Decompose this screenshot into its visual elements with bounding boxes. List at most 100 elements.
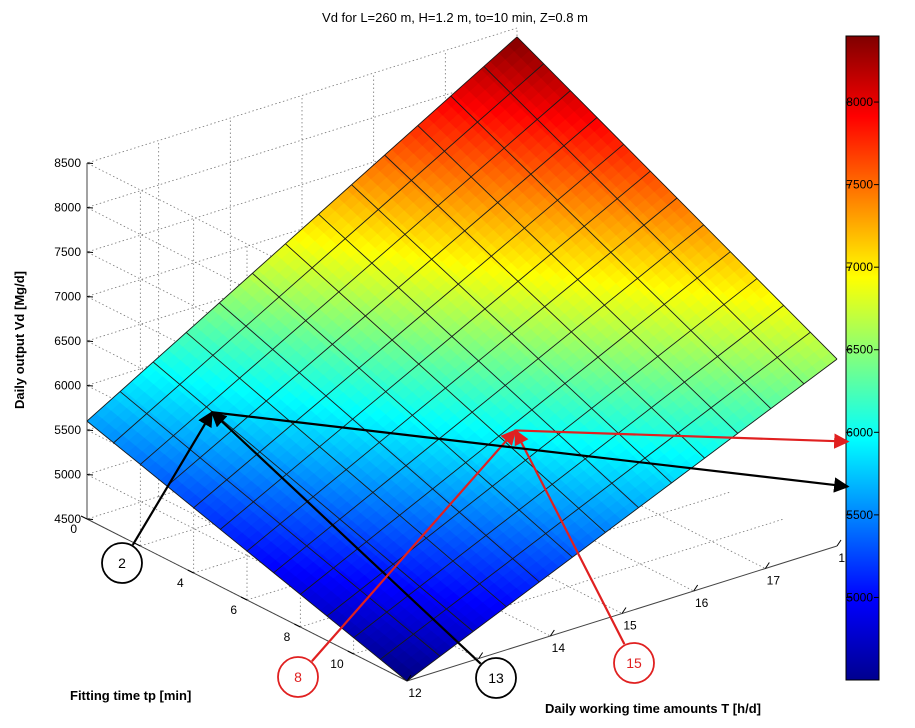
mesh-line <box>380 331 811 660</box>
colorbar-tick-label: 5500 <box>846 508 873 522</box>
mesh-line <box>219 302 540 583</box>
mesh-line <box>417 125 739 434</box>
annotation-arrow <box>131 410 213 546</box>
y-tick-mark <box>549 629 555 637</box>
annotation-arrow <box>211 411 850 493</box>
z-tick-mark <box>86 296 94 298</box>
z-tick-mark <box>86 474 94 476</box>
mesh-line <box>406 358 838 682</box>
mesh-line <box>300 251 731 595</box>
y-tick-label: 12 <box>408 686 422 700</box>
z-axis-label: Daily output Vd [Mg/d] <box>12 271 27 409</box>
x-tick-mark <box>294 623 301 628</box>
annotation-circle <box>475 657 517 699</box>
colorbar-tick-label: 7000 <box>846 260 873 274</box>
annotation-label: 15 <box>626 655 642 671</box>
x-tick-label: 10 <box>330 657 344 671</box>
annotations: 2 13 8 15 <box>101 410 850 699</box>
annotation-label: 8 <box>294 669 302 685</box>
mesh-line <box>119 391 441 657</box>
annotation-label: 2 <box>118 555 126 571</box>
x-axis-label: Fitting time tp [min] <box>70 688 191 703</box>
mesh-line <box>353 305 784 639</box>
colorbar-ticks: 5000 5500 6000 6500 7000 7500 8000 <box>846 95 879 604</box>
y-tick-mark <box>621 607 627 614</box>
annotation-arrow <box>515 429 850 449</box>
colorbar-tick-label: 6000 <box>846 425 873 439</box>
mesh-line <box>450 95 772 409</box>
mesh-line <box>166 117 598 487</box>
y-axis-label: Daily working time amounts T [h/d] <box>545 701 761 716</box>
z-tick-label: 6000 <box>54 379 81 393</box>
x-tick-label: 4 <box>177 576 184 590</box>
mesh-line <box>384 154 706 459</box>
z-tick-mark <box>86 162 94 164</box>
x-tick-label: 0 <box>70 522 77 536</box>
annotation-circle <box>101 542 143 584</box>
mesh-line <box>140 90 571 465</box>
mesh-line <box>246 197 678 552</box>
mesh-line <box>152 361 474 632</box>
surface-mesh <box>86 36 838 682</box>
z-tick-mark <box>86 207 94 209</box>
colorbar-tick-label: 8000 <box>846 95 873 109</box>
annotation-circle <box>277 656 319 698</box>
z-tick-label: 8500 <box>54 156 81 170</box>
annotation-arrow <box>514 429 626 645</box>
z-tick-mark <box>86 385 94 387</box>
annotation-arrow <box>311 429 517 662</box>
mesh-line <box>252 272 573 558</box>
grid-line <box>353 518 784 655</box>
y-tick-mark <box>406 674 412 682</box>
chart-title: Vd for L=260 m, H=1.2 m, to=10 min, Z=0.… <box>322 10 588 25</box>
mesh-line <box>86 36 518 422</box>
y-tick-mark <box>836 539 842 547</box>
z-tick-mark <box>86 429 94 431</box>
mesh-line <box>318 213 639 509</box>
z-tick-label: 8000 <box>54 201 81 215</box>
z-tick-mark <box>86 340 94 342</box>
x-tick-mark <box>134 542 141 547</box>
colorbar-tick-label: 7500 <box>846 178 873 192</box>
annotation-circle <box>613 642 655 684</box>
x-tick-mark <box>187 569 194 574</box>
z-tick-label: 7500 <box>54 245 81 259</box>
z-tick-label: 5500 <box>54 423 81 437</box>
mesh-line <box>516 36 838 360</box>
x-tick-mark <box>80 515 88 520</box>
mesh-line <box>113 63 544 444</box>
y-tick-mark <box>693 584 699 592</box>
x-tick-mark <box>240 596 248 601</box>
surface <box>86 36 838 682</box>
annotation-arrow <box>210 411 482 665</box>
x-tick-label: 6 <box>230 603 237 617</box>
y-tick-mark <box>478 652 484 659</box>
mesh-line <box>86 420 408 682</box>
z-tick-label: 5000 <box>54 468 81 482</box>
y-tick-label: 14 <box>552 641 566 655</box>
z-tick-label: 6500 <box>54 334 81 348</box>
y-tick-mark <box>764 562 770 569</box>
y-tick-label: 15 <box>623 619 637 633</box>
mesh-line <box>220 170 651 530</box>
z-tick-mark <box>86 251 94 253</box>
colorbar-tick-label: 6500 <box>846 343 873 357</box>
z-tick-label: 7000 <box>54 290 81 304</box>
annotation-label: 13 <box>488 670 504 686</box>
colorbar <box>845 35 880 681</box>
z-tick-label: 4500 <box>54 512 81 526</box>
y-tick-label: 16 <box>695 596 709 610</box>
y-tick-label: 17 <box>767 574 781 588</box>
x-tick-mark <box>347 650 354 655</box>
z-axis-ticks: 4500 5000 5500 6000 6500 7000 7500 8000 8500 <box>54 156 94 526</box>
mesh-line <box>285 243 606 533</box>
z-tick-mark <box>86 518 94 520</box>
mesh-line <box>273 224 704 574</box>
mesh-line <box>193 143 624 509</box>
mesh-line <box>483 66 805 385</box>
mesh-line <box>185 332 507 608</box>
colorbar-tick-label: 5000 <box>846 590 873 604</box>
mesh-line <box>326 278 758 617</box>
